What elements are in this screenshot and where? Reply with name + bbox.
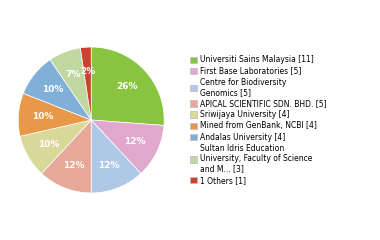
Text: 7%: 7% (66, 70, 81, 79)
Text: 2%: 2% (80, 67, 95, 76)
Legend: Universiti Sains Malaysia [11], First Base Laboratories [5], Centre for Biodiver: Universiti Sains Malaysia [11], First Ba… (190, 55, 326, 185)
Wedge shape (41, 120, 91, 193)
Text: 10%: 10% (38, 140, 60, 149)
Text: 12%: 12% (98, 161, 120, 170)
Wedge shape (20, 120, 91, 174)
Wedge shape (80, 47, 91, 120)
Text: 10%: 10% (42, 85, 64, 94)
Text: 10%: 10% (32, 112, 53, 121)
Text: 12%: 12% (125, 137, 146, 146)
Wedge shape (91, 120, 141, 193)
Wedge shape (91, 47, 164, 126)
Text: 26%: 26% (116, 82, 138, 91)
Wedge shape (18, 93, 91, 136)
Wedge shape (23, 60, 91, 120)
Wedge shape (50, 48, 91, 120)
Wedge shape (91, 120, 164, 174)
Text: 12%: 12% (63, 161, 84, 170)
